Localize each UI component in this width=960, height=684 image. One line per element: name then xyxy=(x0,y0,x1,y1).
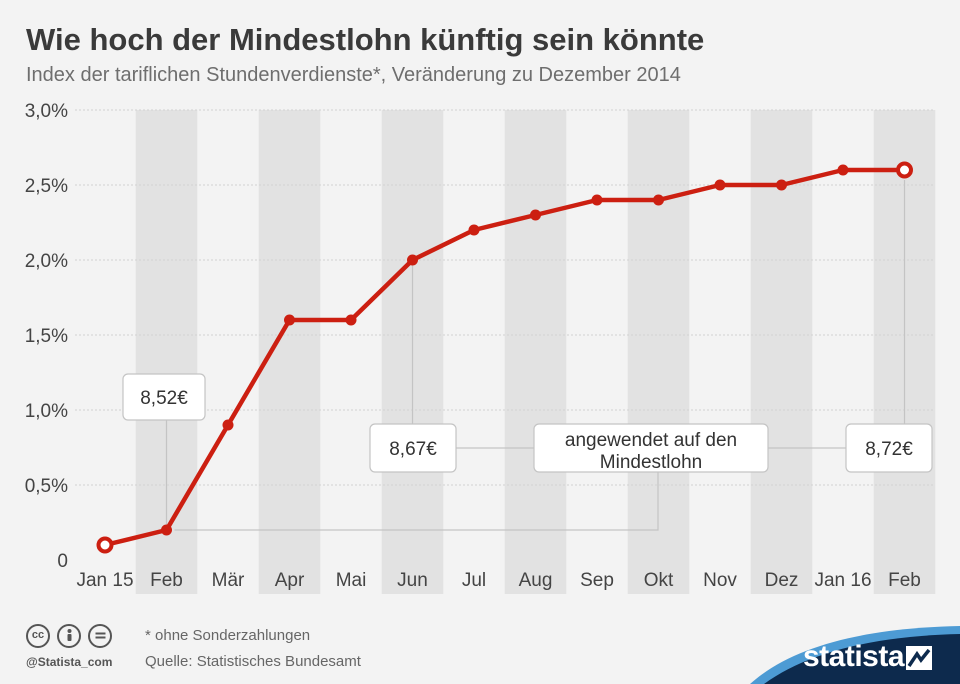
x-tick-label: Sep xyxy=(580,570,614,591)
y-tick-label: 3,0% xyxy=(25,101,68,122)
data-point xyxy=(407,254,418,266)
wage-label-box xyxy=(845,423,933,473)
data-point xyxy=(96,536,114,554)
annotation-labels: 8,52€ 8,67€ 8,72€ angewendet auf denMindest… xyxy=(122,373,933,473)
column-band xyxy=(504,110,567,594)
column-band xyxy=(750,110,813,594)
wage-label-text: 8,72€ xyxy=(865,439,913,460)
series-line xyxy=(104,167,905,548)
data-point xyxy=(345,314,357,326)
cc-icon: cc xyxy=(26,624,50,648)
statista-logo-mark-icon xyxy=(906,646,932,670)
footnote: * ohne Sonderzahlungen xyxy=(145,627,311,644)
data-point xyxy=(161,524,172,536)
y-tick-label: 0 xyxy=(57,551,68,572)
series-line xyxy=(104,167,905,548)
line-chart: 0 0,5% 1,0% 1,5% 2,0% 2,5% 3,0% Jan 15 Feb Mär Ap… xyxy=(25,101,936,594)
data-point xyxy=(591,194,603,206)
x-tick-label: Jan 16 xyxy=(814,570,871,591)
wage-label-text: 8,52€ xyxy=(140,388,188,409)
x-tick-label: Feb xyxy=(888,570,921,591)
by-icon xyxy=(57,624,81,648)
x-tick-label: Okt xyxy=(644,570,674,591)
chart-title: Wie hoch der Mindestlohn künftig sein kö… xyxy=(26,22,705,57)
x-tick-label: Jun xyxy=(397,570,428,591)
wage-label-box xyxy=(369,423,457,473)
x-tick-label: Jan 15 xyxy=(76,570,133,591)
x-tick-label: Apr xyxy=(275,570,305,591)
applied-label-text: Mindestlohn xyxy=(600,452,702,473)
gridlines xyxy=(75,109,935,486)
x-tick-label: Mai xyxy=(336,570,367,591)
y-tick-label: 1,0% xyxy=(25,401,68,422)
x-tick-label: Feb xyxy=(150,570,183,591)
source-note: Quelle: Statistisches Bundesamt xyxy=(145,653,361,670)
data-points xyxy=(96,161,913,554)
data-point xyxy=(776,179,787,191)
nd-icon xyxy=(88,624,112,648)
data-point xyxy=(896,161,913,179)
column-bands xyxy=(135,110,936,594)
data-point xyxy=(837,164,849,176)
chart-subtitle: Index der tariflichen Stundenverdienste*… xyxy=(26,64,681,86)
y-tick-label: 0,5% xyxy=(25,476,68,497)
x-axis-ticks: Jan 15 Feb Mär Apr Mai Jun Jul Aug Sep Okt Nov Dez J… xyxy=(76,570,920,591)
data-point xyxy=(653,194,664,206)
data-point xyxy=(284,314,295,326)
y-tick-label: 2,0% xyxy=(25,251,68,272)
statista-logo: statista xyxy=(803,640,905,673)
column-band xyxy=(258,110,321,594)
x-tick-label: Mär xyxy=(212,570,245,591)
data-point xyxy=(714,179,726,191)
wage-label-box xyxy=(122,373,206,421)
x-tick-label: Aug xyxy=(519,570,553,591)
annotation-connectors xyxy=(165,180,906,531)
statista-handle: @Statista_com xyxy=(26,655,113,669)
connector-line xyxy=(174,472,659,531)
y-axis-ticks: 0 0,5% 1,0% 1,5% 2,0% 2,5% 3,0% xyxy=(25,101,68,572)
x-tick-label: Dez xyxy=(765,570,799,591)
y-tick-label: 1,5% xyxy=(25,326,68,347)
wage-label-text: 8,67€ xyxy=(389,439,437,460)
data-point xyxy=(468,224,480,236)
data-point xyxy=(222,419,234,431)
data-point xyxy=(530,209,541,221)
applied-label-text: angewendet auf den xyxy=(565,430,737,451)
x-tick-label: Jul xyxy=(462,570,486,591)
y-tick-label: 2,5% xyxy=(25,176,68,197)
x-tick-label: Nov xyxy=(703,570,737,591)
applied-label-box xyxy=(533,423,769,473)
